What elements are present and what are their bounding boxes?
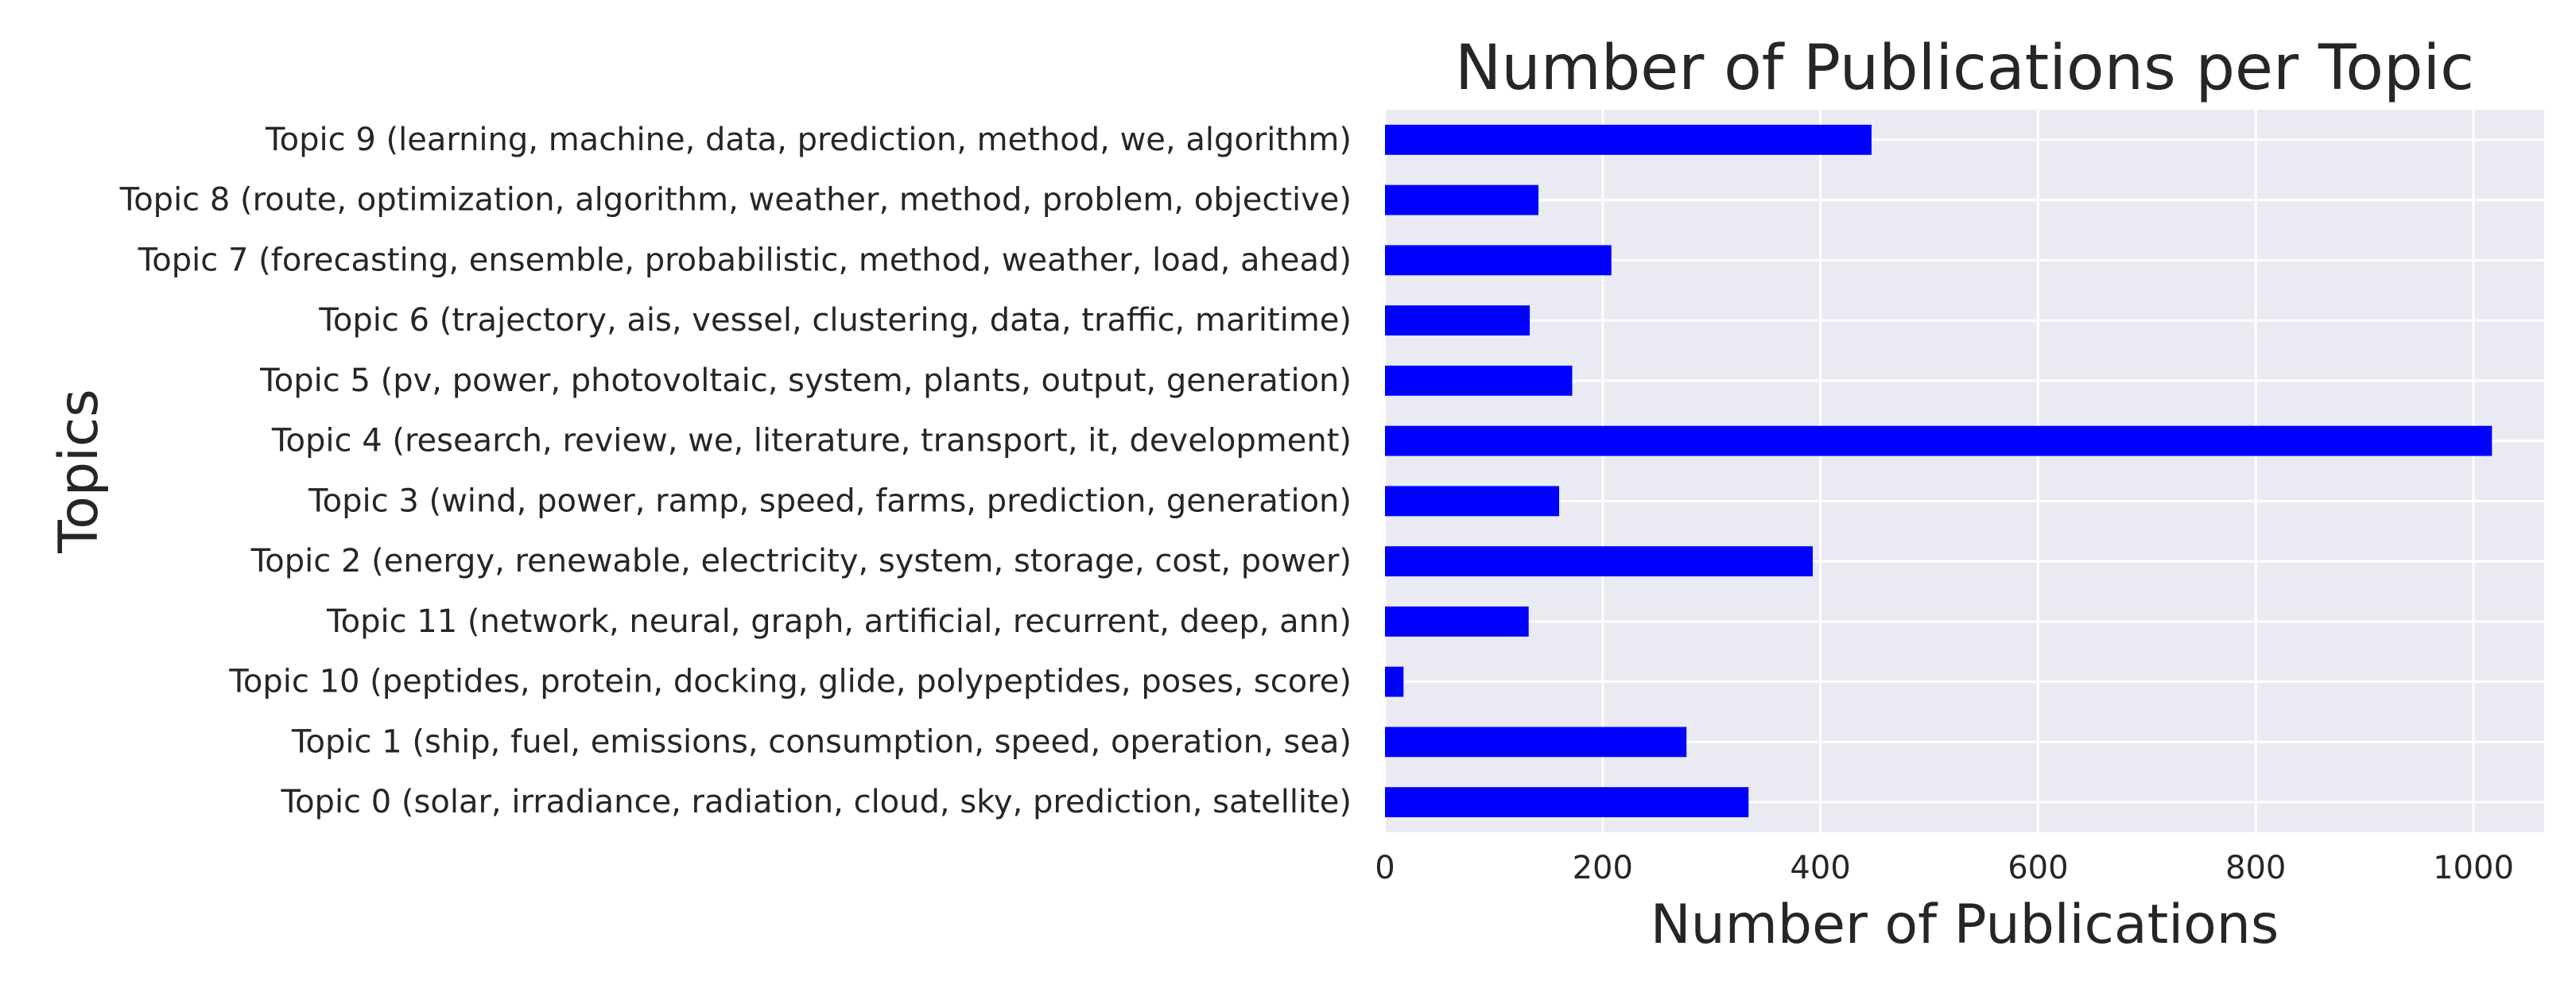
bar <box>1385 245 1612 276</box>
y-tick-label: Topic 3 (wind, power, ramp, speed, farms… <box>308 483 1352 519</box>
x-tick-label: 400 <box>1790 850 1850 886</box>
bar <box>1385 425 2493 456</box>
bars <box>1385 124 2493 818</box>
x-tick-label: 200 <box>1573 850 1633 886</box>
bar <box>1385 606 1529 637</box>
bar <box>1385 486 1560 517</box>
y-axis-label: Topics <box>48 389 111 553</box>
x-tick-labels: 0 200 400 600 800 1000 <box>1375 850 2514 886</box>
y-tick-label: Topic 9 (learning, machine, data, predic… <box>265 122 1352 158</box>
y-tick-labels: Topic 9 (learning, machine, data, predic… <box>119 122 1352 820</box>
y-tick-label: Topic 7 (forecasting, ensemble, probabil… <box>138 242 1352 278</box>
y-tick-label: Topic 11 (network, neural, graph, artifi… <box>326 603 1352 640</box>
bar <box>1385 305 1530 336</box>
y-tick-label: Topic 1 (ship, fuel, emissions, consumpt… <box>291 723 1352 760</box>
bar <box>1385 546 1814 577</box>
y-tick-label: Topic 2 (energy, renewable, electricity,… <box>250 543 1352 580</box>
y-tick-label: Topic 4 (research, review, we, literatur… <box>271 423 1352 459</box>
bar <box>1385 124 1872 155</box>
x-axis-label: Number of Publications <box>1651 894 2279 956</box>
plot-area <box>1385 110 2544 832</box>
y-tick-label: Topic 6 (trajectory, ais, vessel, cluste… <box>318 302 1352 339</box>
y-tick-label: Topic 5 (pv, power, photovoltaic, system… <box>259 362 1352 399</box>
bar <box>1385 365 1573 396</box>
x-tick-label: 1000 <box>2433 850 2514 886</box>
bar <box>1385 787 1749 818</box>
y-tick-label: Topic 0 (solar, irradiance, radiation, c… <box>280 784 1352 820</box>
y-tick-label: Topic 10 (peptides, protein, docking, gl… <box>228 664 1352 700</box>
x-tick-label: 800 <box>2225 850 2286 886</box>
x-tick-label: 0 <box>1375 850 1395 886</box>
x-tick-label: 600 <box>2008 850 2068 886</box>
chart-title: Number of Publications per Topic <box>1455 33 2474 104</box>
bar <box>1385 666 1404 697</box>
bar <box>1385 727 1687 758</box>
bar <box>1385 184 1539 215</box>
y-tick-label: Topic 8 (route, optimization, algorithm,… <box>119 182 1352 219</box>
